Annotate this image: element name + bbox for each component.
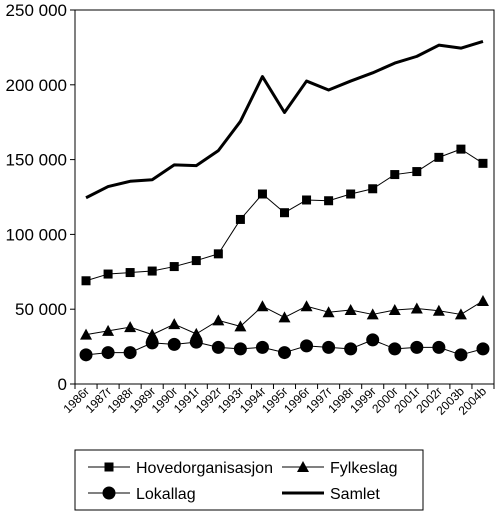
data-point	[478, 158, 488, 168]
data-point	[234, 320, 247, 332]
data-point	[123, 346, 137, 360]
data-point	[322, 340, 336, 354]
data-point	[147, 266, 157, 276]
data-point	[388, 342, 402, 356]
data-point	[412, 167, 422, 177]
data-point	[366, 308, 379, 320]
legend-label: Lokallag	[136, 486, 196, 503]
data-point	[278, 346, 291, 360]
data-point	[388, 303, 401, 315]
data-point	[101, 346, 115, 360]
data-point	[146, 328, 159, 340]
data-point	[300, 339, 314, 353]
data-point	[189, 335, 203, 349]
legend-label: Hovedorganisasjon	[136, 460, 273, 477]
data-point	[280, 208, 289, 218]
data-point	[257, 189, 267, 199]
data-point	[302, 195, 312, 205]
data-point	[191, 256, 201, 266]
data-point	[346, 189, 356, 199]
x-axis-ticks: 1986r1987r1988r1989r1990r1991r1992r1993r…	[61, 384, 495, 418]
legend-label: Samlet	[330, 486, 380, 503]
data-point	[168, 318, 181, 330]
data-point	[410, 340, 424, 354]
y-tick-label: 150 000	[6, 151, 67, 170]
legend-item-lokallag: Lokallag	[88, 486, 196, 503]
legend-marker	[297, 461, 309, 472]
data-point	[125, 268, 135, 278]
series-group	[79, 39, 490, 362]
legend: Hovedorganisasjon Fylkeslag Lokallag Samlet	[74, 449, 424, 511]
plot-frame	[74, 9, 495, 385]
data-point	[213, 249, 223, 259]
data-point	[278, 311, 291, 323]
data-point	[235, 214, 245, 224]
data-point	[212, 314, 225, 326]
y-axis-ticks: 0 50 000 100 000 150 000 200 000 250 000	[6, 1, 75, 394]
data-point	[255, 340, 269, 354]
data-point	[432, 304, 445, 316]
data-point	[167, 337, 181, 351]
data-point	[368, 184, 378, 194]
legend-box	[74, 449, 424, 511]
data-point	[390, 170, 400, 180]
data-point	[103, 269, 113, 279]
y-tick-label: 0	[58, 375, 67, 394]
data-point	[300, 300, 313, 312]
data-point	[211, 340, 225, 354]
data-point	[456, 144, 466, 154]
y-tick-label: 50 000	[15, 300, 67, 319]
data-point	[190, 327, 203, 339]
data-point	[434, 152, 444, 162]
series-line	[85, 39, 484, 200]
legend-marker	[104, 462, 114, 472]
data-point	[124, 321, 137, 333]
data-point	[366, 333, 380, 347]
legend-item-fylkeslag: Fylkeslag	[282, 460, 398, 477]
y-tick-label: 200 000	[6, 76, 67, 95]
data-point	[169, 262, 179, 272]
data-point	[432, 340, 446, 354]
y-tick-label: 250 000	[6, 1, 67, 20]
data-point	[324, 196, 334, 206]
data-point	[233, 342, 247, 356]
data-point	[145, 336, 159, 350]
data-point	[344, 342, 358, 356]
series-lokallag	[79, 333, 490, 362]
legend-item-samlet: Samlet	[282, 486, 380, 503]
legend-label: Fylkeslag	[330, 460, 398, 477]
data-point	[256, 300, 269, 312]
data-point	[476, 294, 489, 306]
data-point	[476, 342, 490, 356]
data-point	[81, 276, 91, 286]
data-point	[79, 348, 93, 362]
data-point	[454, 348, 468, 362]
series-hovedorganisasjon	[81, 144, 488, 286]
data-point	[454, 308, 467, 320]
y-tick-label: 100 000	[6, 225, 67, 244]
data-point	[344, 303, 357, 315]
data-point	[410, 302, 423, 314]
data-point	[102, 324, 115, 336]
series-fylkeslag	[80, 294, 489, 340]
legend-item-hovedorganisasjon: Hovedorganisasjon	[88, 460, 273, 477]
data-point	[80, 328, 93, 340]
data-point	[322, 306, 335, 318]
legend-marker	[102, 486, 116, 500]
axes	[74, 9, 495, 385]
series-samlet	[85, 39, 484, 200]
